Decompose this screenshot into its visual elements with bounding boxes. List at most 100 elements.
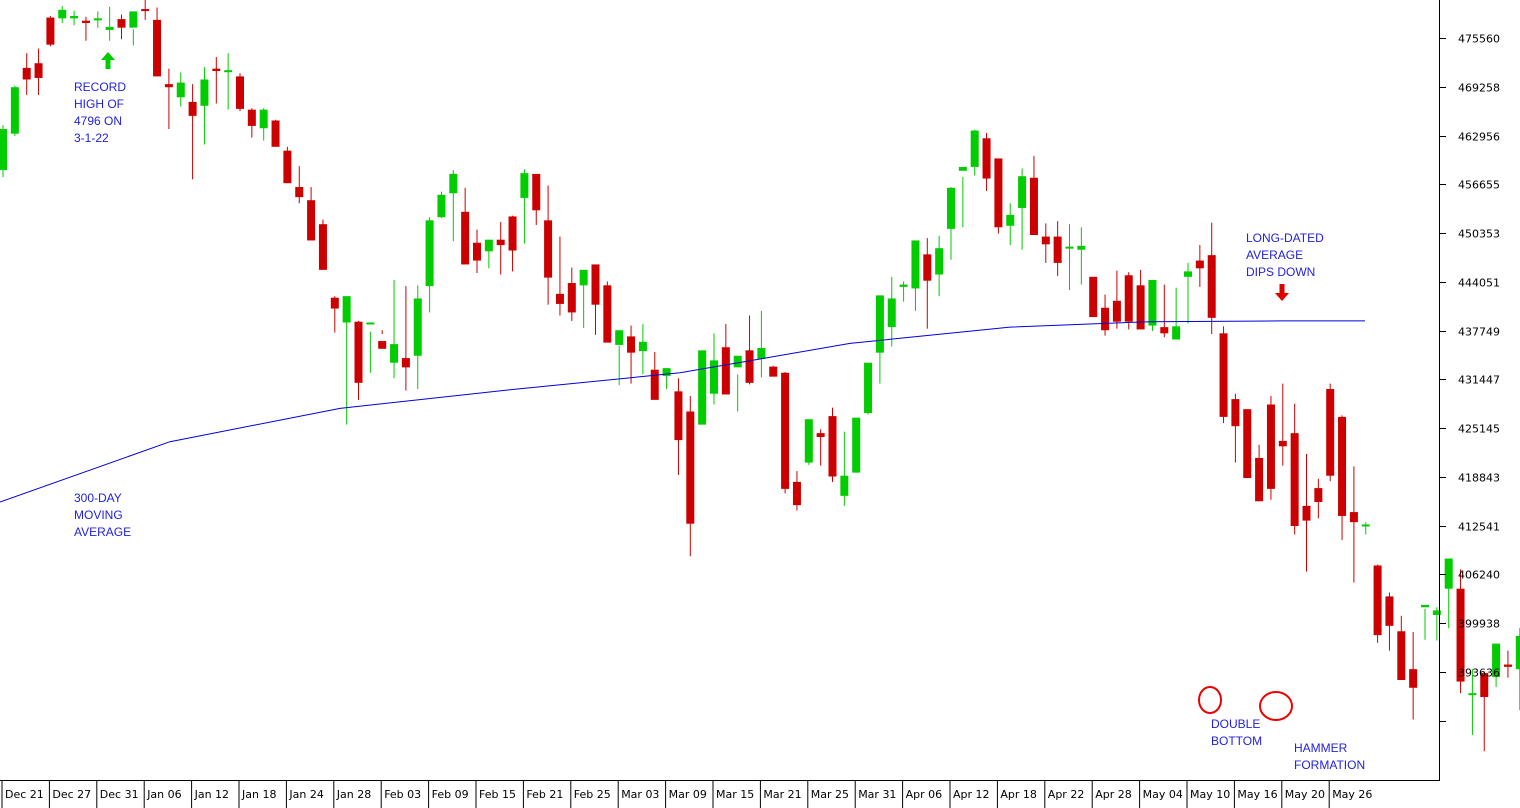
x-tick-label: Feb 03 [384,788,421,801]
x-tick-label: Apr 28 [1095,788,1132,801]
candle-body [1077,245,1086,250]
candle-body [354,321,363,383]
candle [0,125,7,177]
x-tick-label: Dec 27 [52,788,91,801]
candle-body [1515,635,1520,670]
double-bottom-circle [1198,686,1222,714]
y-tick-label: 444051 [1458,277,1500,290]
candle-body [0,129,7,171]
candle [864,362,873,415]
y-tick-label: 406240 [1458,569,1500,582]
candle-body [176,82,185,98]
candle-body [1492,643,1501,677]
up-arrow-icon [101,52,115,69]
x-tick-label: Dec 31 [100,788,139,801]
candle [1172,287,1181,340]
candle-body [1160,327,1169,334]
candle-body [461,211,470,265]
candle-body [686,411,695,524]
candle [425,217,434,313]
candle [875,295,884,384]
x-tick-label: Feb 15 [479,788,516,801]
candle-body [34,63,43,78]
x-axis-labels: Dec 21 Dec 27 Dec 31 Jan 06 Jan 12 Jan 18 Jan … [1,781,1372,808]
y-tick-label: 431447 [1458,374,1500,387]
candle-body [1148,279,1157,326]
candle [1338,415,1347,540]
candle-body [757,348,766,359]
candle-body [188,101,197,116]
annotation-moving-average: 300-DAY MOVING AVERAGE [74,491,131,539]
candle-body [544,220,553,278]
y-tick-label: 462956 [1458,131,1500,144]
svg-text:HAMMER FORMATION: HAMMER FORMATION [1294,741,1365,772]
candle-body [627,336,636,353]
candle-body [970,130,979,167]
candle [354,320,363,400]
annotation-line: AVERAGE [74,525,131,539]
candle [1124,272,1133,330]
y-tick-label: 425145 [1458,423,1500,436]
annotation-line: 300-DAY [74,491,122,505]
candle-body [1255,457,1264,502]
candle [295,166,304,204]
candle-body [224,70,233,73]
candle-body [342,296,351,323]
candle [745,315,754,385]
candle [283,146,292,184]
candle-body [46,17,55,45]
candle-body [105,26,114,30]
x-tick-label: May 10 [1190,788,1230,801]
candle-body [484,239,493,252]
candle-body [1480,673,1489,698]
x-tick-label: Mar 09 [669,788,707,801]
candle [1468,669,1477,735]
candle [1409,632,1418,720]
candle [544,185,553,305]
svg-text:300-DAY MOVING AVE: 300-DAY MOVING AVERAGE [74,491,131,539]
candle [1503,650,1512,678]
candle [247,108,256,138]
x-tick-label: Mar 25 [811,788,849,801]
candle-body [520,173,529,198]
svg-text:RECORD HIGH OF 479: RECORD HIGH OF 4796 ON 3-1-22 [74,80,129,145]
candle [318,219,327,270]
candle-body [413,298,422,356]
candle [1397,615,1406,681]
candle-body [781,372,790,489]
candle [982,132,991,191]
candle-body [650,369,659,400]
candle-body [437,194,446,218]
candle-body [1266,404,1275,489]
candle [1195,245,1204,287]
candle [1207,222,1216,335]
candle-body [1278,440,1287,447]
y-tick-label: 450353 [1458,228,1500,241]
candle-body [852,417,861,473]
candle-body [1243,409,1252,479]
candle-body [330,297,339,309]
candle-body [10,87,19,134]
candle-body [1231,399,1240,427]
candle-body [81,20,90,23]
candle [923,238,932,329]
candle-body [1409,669,1418,688]
candle-body [366,322,375,325]
candle [1349,466,1358,583]
x-tick-label: Mar 03 [621,788,659,801]
candle-body [200,79,209,106]
candle [662,368,671,390]
candle [200,67,209,145]
annotation-line: HAMMER [1294,741,1348,755]
candle [1231,393,1240,463]
candle [792,471,801,511]
candle [958,166,967,228]
candle [674,378,683,475]
candle-body [567,283,576,313]
candle-body [603,285,612,343]
candle-body [1124,275,1133,322]
x-tick-label: Mar 31 [858,788,896,801]
candle-body [674,391,683,441]
candle-body [236,76,244,109]
candle-body [378,341,387,349]
